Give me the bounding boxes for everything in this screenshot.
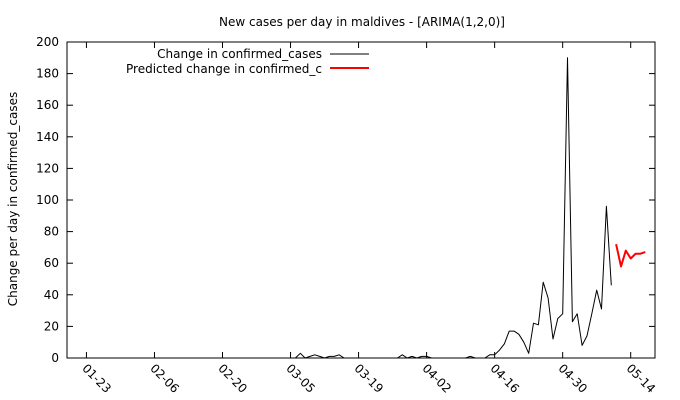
y-tick-label: 180 bbox=[36, 67, 59, 81]
y-tick-label: 0 bbox=[51, 351, 59, 365]
x-tick-label: 04-02 bbox=[419, 361, 454, 396]
x-tick-label: 03-05 bbox=[283, 361, 318, 396]
y-tick-label: 20 bbox=[44, 319, 59, 333]
legend: Change in confirmed_cases Predicted chan… bbox=[126, 47, 369, 76]
x-tick-label: 04-16 bbox=[488, 361, 523, 396]
y-tick-label: 60 bbox=[44, 256, 59, 270]
legend-label-predicted: Predicted change in confirmed_c bbox=[126, 62, 322, 76]
x-tick-label: 05-14 bbox=[624, 361, 659, 396]
x-tick-label: 02-20 bbox=[215, 361, 250, 396]
y-axis-label: Change per day in confirmed_cases bbox=[6, 92, 20, 307]
series-line-predicted bbox=[615, 243, 646, 268]
y-tick-label: 80 bbox=[44, 225, 59, 239]
x-tick-label: 04-30 bbox=[556, 361, 591, 396]
series-line-actual bbox=[81, 57, 612, 359]
y-tick-label: 160 bbox=[36, 98, 59, 112]
x-tick-label: 03-19 bbox=[351, 361, 386, 396]
series-layer bbox=[81, 57, 646, 359]
x-tick-label: 01-23 bbox=[79, 361, 114, 396]
x-axis: 01-23 02-06 02-20 03-05 03-19 04-02 04-16 04-30… bbox=[79, 42, 658, 396]
y-tick-label: 100 bbox=[36, 193, 59, 207]
y-tick-label: 140 bbox=[36, 130, 59, 144]
legend-label-actual: Change in confirmed_cases bbox=[157, 47, 322, 61]
chart-title: New cases per day in maldives - [ARIMA(1… bbox=[219, 15, 505, 29]
y-tick-label: 120 bbox=[36, 161, 59, 175]
x-tick-label: 02-06 bbox=[147, 361, 182, 396]
y-tick-label: 40 bbox=[44, 288, 59, 302]
y-tick-label: 200 bbox=[36, 35, 59, 49]
y-axis: 0 20 40 60 80 100 120 140 160 180 200 bbox=[36, 35, 655, 365]
